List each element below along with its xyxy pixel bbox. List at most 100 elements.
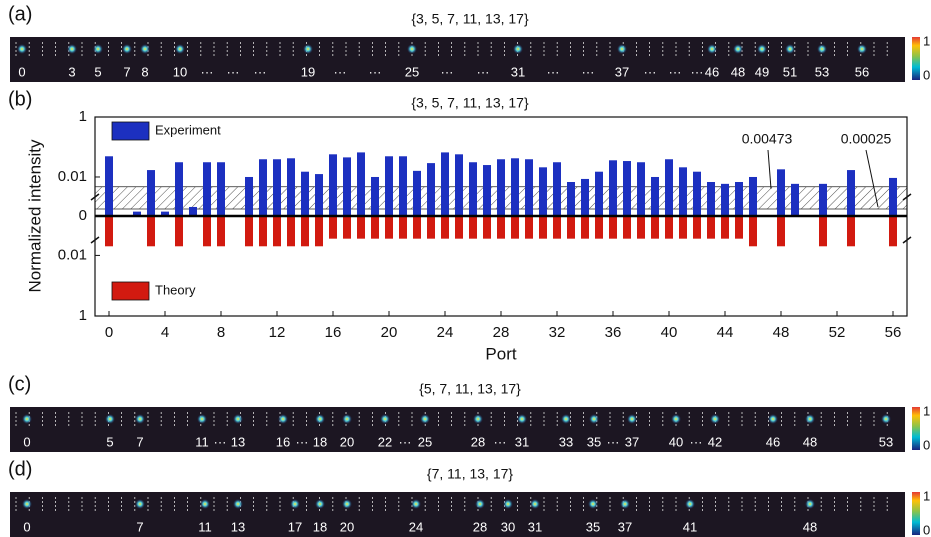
experiment-bar bbox=[623, 161, 631, 216]
theory-bar bbox=[693, 216, 701, 239]
port-label: 0 bbox=[23, 519, 30, 534]
experiment-bar bbox=[427, 163, 435, 216]
port-label: 19 bbox=[301, 64, 315, 79]
port-label: ··· bbox=[227, 64, 240, 79]
x-tick-label: 0 bbox=[105, 324, 113, 341]
experiment-bar bbox=[889, 178, 897, 216]
theory-bar bbox=[469, 216, 477, 239]
port-label: 30 bbox=[501, 519, 515, 534]
experiment-bar bbox=[217, 162, 225, 216]
theory-bar bbox=[539, 216, 547, 239]
theory-bar bbox=[819, 216, 827, 246]
x-tick-label: 28 bbox=[493, 324, 510, 341]
spot bbox=[517, 414, 527, 424]
experiment-bar bbox=[707, 182, 715, 216]
port-label: 41 bbox=[683, 519, 697, 534]
port-label: ··· bbox=[254, 64, 267, 79]
experiment-bar bbox=[651, 177, 659, 216]
experiment-bar bbox=[329, 154, 337, 216]
port-label: 48 bbox=[731, 64, 745, 79]
y-axis-label: Normalized intensity bbox=[25, 139, 44, 293]
theory-bar bbox=[721, 216, 729, 239]
spot bbox=[685, 499, 695, 509]
strip-title: {3, 5, 7, 11, 13, 17} bbox=[411, 11, 529, 27]
theory-bar bbox=[259, 216, 267, 246]
experiment-bar bbox=[665, 159, 673, 216]
spot bbox=[197, 414, 207, 424]
panel-label: (c) bbox=[8, 373, 31, 395]
port-label: 48 bbox=[803, 434, 817, 449]
port-label: 53 bbox=[815, 64, 829, 79]
experiment-bar bbox=[147, 170, 155, 216]
theory-bar bbox=[329, 216, 337, 239]
colorbar-label: 1 bbox=[923, 33, 930, 48]
experiment-bar bbox=[469, 162, 477, 216]
port-label: 53 bbox=[879, 434, 893, 449]
theory-bar bbox=[343, 216, 351, 239]
port-label: ··· bbox=[369, 64, 382, 79]
chart-title: {3, 5, 7, 11, 13, 17} bbox=[411, 95, 529, 111]
experiment-bar bbox=[455, 154, 463, 216]
strip-image bbox=[10, 492, 905, 537]
spot bbox=[530, 499, 540, 509]
port-label: 28 bbox=[473, 519, 487, 534]
experiment-bar bbox=[525, 159, 533, 216]
spot bbox=[303, 44, 313, 54]
theory-bar bbox=[287, 216, 295, 246]
spot bbox=[420, 414, 430, 424]
colorbar-label: 0 bbox=[923, 522, 930, 537]
x-tick-label: 32 bbox=[549, 324, 566, 341]
spot bbox=[233, 414, 243, 424]
x-tick-label: 24 bbox=[437, 324, 454, 341]
experiment-bar bbox=[749, 177, 757, 216]
experiment-bar bbox=[385, 156, 393, 216]
experiment-bar bbox=[581, 179, 589, 216]
theory-bar bbox=[315, 216, 323, 246]
spot bbox=[278, 414, 288, 424]
theory-bar bbox=[679, 216, 687, 239]
theory-bar bbox=[525, 216, 533, 239]
colorbar-label: 1 bbox=[923, 488, 930, 503]
spot bbox=[67, 44, 77, 54]
panel-label: (a) bbox=[8, 3, 32, 25]
band-annotation: 0.00025 bbox=[841, 131, 892, 147]
port-label: ··· bbox=[334, 64, 347, 79]
experiment-bar bbox=[105, 156, 113, 216]
port-label: ··· bbox=[201, 64, 214, 79]
spot bbox=[290, 499, 300, 509]
theory-bar bbox=[847, 216, 855, 246]
port-label: 5 bbox=[106, 434, 113, 449]
colorbar-label: 0 bbox=[923, 437, 930, 452]
port-label: 20 bbox=[340, 434, 354, 449]
spot bbox=[140, 44, 150, 54]
theory-bar bbox=[567, 216, 575, 239]
legend-label: Experiment bbox=[155, 122, 221, 137]
spot bbox=[881, 414, 891, 424]
port-label: 7 bbox=[123, 64, 130, 79]
experiment-bar bbox=[791, 184, 799, 216]
port-label: 13 bbox=[231, 519, 245, 534]
experiment-bar bbox=[735, 182, 743, 216]
port-label: 28 bbox=[471, 434, 485, 449]
theory-bar bbox=[427, 216, 435, 239]
x-axis-label: Port bbox=[485, 344, 516, 363]
experiment-bar bbox=[371, 177, 379, 216]
experiment-bar bbox=[441, 152, 449, 216]
port-label: 49 bbox=[755, 64, 769, 79]
experiment-bar bbox=[721, 184, 729, 216]
x-tick-label: 36 bbox=[605, 324, 622, 341]
spot bbox=[315, 499, 325, 509]
experiment-bar bbox=[287, 158, 295, 216]
legend-label: Theory bbox=[155, 282, 196, 297]
experiment-bar bbox=[343, 157, 351, 216]
theory-bar bbox=[609, 216, 617, 239]
strip-title: {7, 11, 13, 17} bbox=[427, 466, 513, 482]
y-tick-label: 0.01 bbox=[58, 168, 87, 185]
port-label: 0 bbox=[18, 64, 25, 79]
colorbar bbox=[912, 37, 920, 80]
experiment-bar bbox=[777, 169, 785, 216]
theory-bar bbox=[889, 216, 897, 246]
spot bbox=[105, 414, 115, 424]
x-tick-label: 20 bbox=[381, 324, 398, 341]
spot bbox=[315, 414, 325, 424]
